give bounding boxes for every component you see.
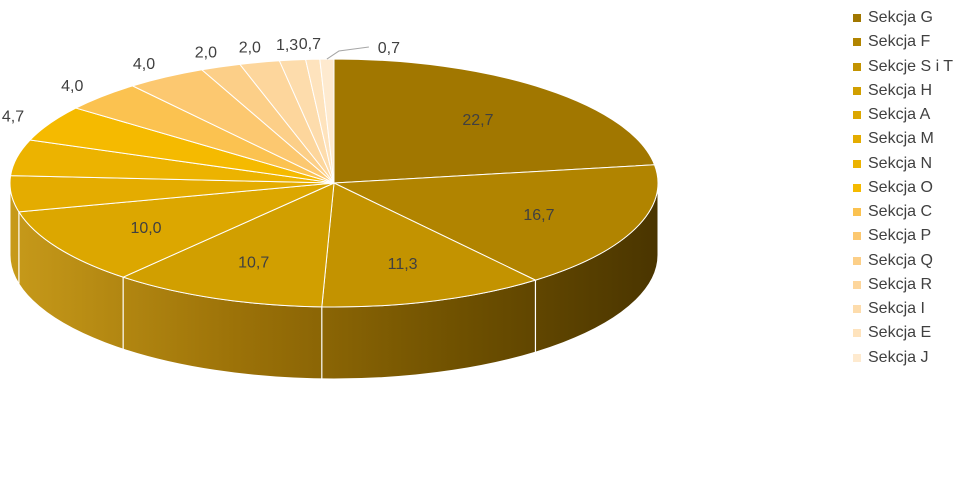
legend-label: Sekcja C [868, 203, 933, 221]
data-label: 0,7 [378, 40, 400, 57]
legend-swatch [853, 305, 861, 314]
data-label: 10,7 [238, 255, 269, 272]
legend-swatch [853, 111, 861, 120]
legend-label: Sekcja Q [868, 251, 933, 269]
legend-item: Sekcja M [853, 127, 953, 151]
legend-label: Sekcja A [868, 106, 931, 124]
legend-label: Sekcja F [868, 33, 931, 51]
legend-item: Sekcja P [853, 224, 953, 248]
legend-item: Sekcja C [853, 200, 953, 224]
legend-label: Sekcja E [868, 324, 932, 342]
data-label: 4,0 [61, 78, 83, 95]
pie-data-labels: 22,716,711,310,710,04,74,74,74,04,02,02,… [2, 36, 555, 273]
legend-swatch [853, 86, 861, 95]
legend-label: Sekcja R [868, 275, 933, 293]
legend-label: Sekcja N [868, 154, 933, 172]
data-label: 22,7 [462, 112, 493, 129]
legend-item: Sekcja F [853, 30, 953, 54]
legend-item: Sekcja H [853, 79, 953, 103]
legend-swatch [853, 256, 861, 265]
legend-swatch [853, 232, 861, 241]
pie-slice-2 [333, 164, 659, 281]
legend-label: Sekcja H [868, 81, 933, 99]
data-label: 10,0 [130, 220, 161, 237]
data-label: 16,7 [523, 207, 554, 224]
pie-top [9, 58, 659, 308]
legend-item: Sekcja E [853, 321, 953, 345]
legend-label: Sekcja O [868, 178, 933, 196]
data-label: 4,0 [133, 56, 155, 73]
legend-label: Sekcje S i T [868, 57, 954, 75]
legend-label: Sekcja P [868, 227, 932, 245]
legend-swatch [853, 14, 861, 23]
pie-slice-3 [321, 182, 536, 308]
legend-item: Sekcje S i T [853, 55, 953, 79]
legend-label: Sekcja M [868, 130, 934, 148]
legend-label: Sekcja I [868, 300, 925, 318]
pie-slice-5 [18, 182, 335, 278]
legend-label: Sekcja J [868, 348, 929, 366]
legend-swatch [853, 135, 861, 144]
legend-label: Sekcja G [868, 9, 933, 27]
data-label: 2,0 [239, 40, 261, 57]
legend-item: Sekcja I [853, 297, 953, 321]
legend-swatch [853, 183, 861, 192]
chart-legend: Sekcja G Sekcja F Sekcje S i T Sekcja H Sekc… [853, 6, 953, 370]
legend-item: Sekcja R [853, 273, 953, 297]
legend-swatch [853, 62, 861, 71]
legend-item: Sekcja G [853, 6, 953, 30]
legend-item: Sekcja O [853, 176, 953, 200]
data-label: 1,3 [276, 37, 298, 54]
legend-swatch [853, 38, 861, 47]
leader-line [326, 46, 369, 60]
legend-item: Sekcja Q [853, 249, 953, 273]
pie-slice-4 [122, 182, 335, 308]
data-label: 0,7 [299, 36, 321, 53]
pie-slice-1 [333, 58, 655, 184]
legend-swatch [853, 159, 861, 168]
legend-item: Sekcja A [853, 103, 953, 127]
legend-swatch [853, 329, 861, 338]
data-label: 11,3 [388, 256, 418, 273]
data-label: 2,0 [195, 45, 217, 62]
data-label: 4,7 [2, 109, 24, 126]
legend-item: Sekcja N [853, 152, 953, 176]
legend-item: Sekcja J [853, 346, 953, 370]
legend-swatch [853, 353, 861, 362]
legend-swatch [853, 280, 861, 289]
legend-swatch [853, 208, 861, 217]
